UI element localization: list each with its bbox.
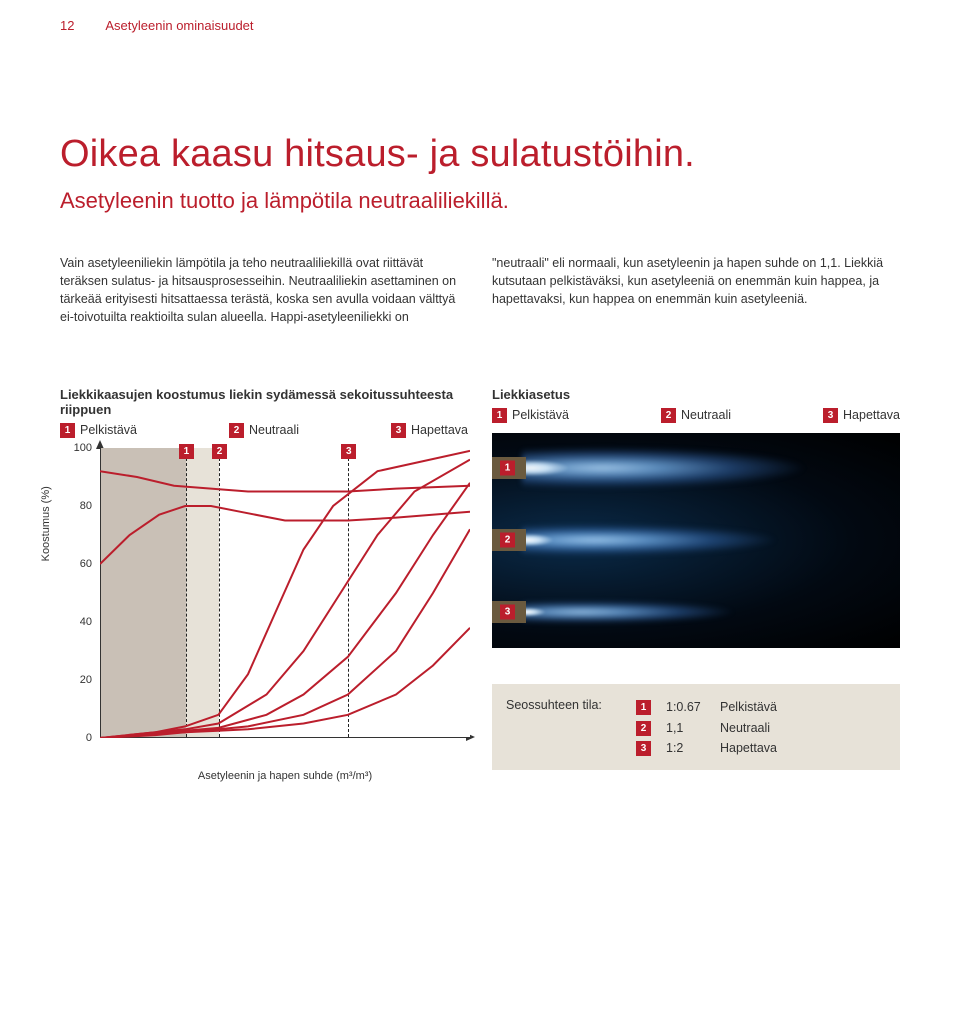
legend-label: Pelkistävä	[80, 423, 137, 437]
ratio-header: Seossuhteen tila:	[506, 698, 626, 712]
legend-label: Hapettava	[411, 423, 468, 437]
ratio-num: 2	[636, 721, 651, 736]
flame-core	[524, 533, 570, 547]
y-tick: 60	[80, 558, 92, 570]
body-right: "neutraali" eli normaali, kun asetyleeni…	[492, 254, 900, 327]
legend-num: 2	[661, 408, 676, 423]
ratio-label: Pelkistävä	[720, 700, 777, 714]
flame-number: 3	[500, 604, 515, 619]
flame-row: 2	[492, 508, 900, 572]
ratio-num: 3	[636, 741, 651, 756]
y-tick: 100	[74, 442, 92, 454]
y-tick: 0	[86, 732, 92, 744]
flame-core	[524, 459, 594, 477]
chart-curve	[100, 627, 470, 737]
chart-curve	[100, 471, 470, 491]
x-axis-label: Asetyleenin ja hapen suhde (m³/m³)	[100, 770, 470, 782]
legend-label: Hapettava	[843, 408, 900, 422]
chart-legend: 1 Pelkistävä 2 Neutraali 3 Hapettava	[60, 423, 468, 438]
chart-curve	[100, 450, 470, 737]
flame-number: 1	[500, 461, 515, 476]
y-tick: 40	[80, 616, 92, 628]
flame-image: 1 2 3	[492, 433, 900, 648]
legend-num: 1	[492, 408, 507, 423]
legend-label: Neutraali	[681, 408, 731, 422]
body-columns: Vain asetyleeniliekin lämpötila ja teho …	[60, 254, 900, 327]
legend-label: Neutraali	[249, 423, 299, 437]
chart-section: Liekkikaasujen koostumus liekin sydämess…	[60, 387, 468, 778]
legend-num: 1	[60, 423, 75, 438]
flame-outer	[522, 599, 822, 625]
ratio-label: Neutraali	[720, 721, 770, 735]
y-axis-label: Koostumus (%)	[40, 486, 52, 561]
flame-number: 2	[500, 533, 515, 548]
chart-title: Liekkikaasujen koostumus liekin sydämess…	[60, 387, 468, 417]
y-tick: 20	[80, 674, 92, 686]
ratio-value: 1,1	[666, 721, 710, 735]
page-number: 12	[60, 18, 74, 33]
legend-num: 2	[229, 423, 244, 438]
body-left: Vain asetyleeniliekin lämpötila ja teho …	[60, 254, 468, 327]
flame-row: 3	[492, 580, 900, 644]
chart-curve	[100, 529, 470, 738]
legend-num: 3	[391, 423, 406, 438]
flame-row: 1	[492, 436, 900, 500]
ratio-value: 1:2	[666, 741, 710, 755]
legend-label: Pelkistävä	[512, 408, 569, 422]
ratio-num: 1	[636, 700, 651, 715]
flame-core	[524, 607, 558, 617]
chart-curve	[100, 506, 470, 564]
composition-chart: 100806040200 Koostumus (%) 123 Asetyleen…	[60, 448, 468, 778]
page-title: Oikea kaasu hitsaus- ja sulatustöihin.	[60, 133, 900, 176]
flame-section: Liekkiasetus 1 Pelkistävä 2 Neutraali 3 Hap…	[492, 387, 900, 778]
ratio-value: 1:0.67	[666, 700, 710, 714]
flame-legend: 1 Pelkistävä 2 Neutraali 3 Hapettava	[492, 408, 900, 423]
ratio-table: Seossuhteen tila: 1 1:0.67 Pelkistävä 2 …	[492, 684, 900, 770]
page-subtitle: Asetyleenin tuotto ja lämpötila neutraal…	[60, 188, 900, 214]
legend-num: 3	[823, 408, 838, 423]
ratio-label: Hapettava	[720, 741, 777, 755]
section-name: Asetyleenin ominaisuudet	[105, 18, 253, 33]
flame-outer	[522, 522, 882, 558]
chart-curve	[100, 459, 470, 737]
y-tick: 80	[80, 500, 92, 512]
page-header: 12 Asetyleenin ominaisuudet	[60, 18, 900, 33]
flame-title: Liekkiasetus	[492, 387, 900, 402]
